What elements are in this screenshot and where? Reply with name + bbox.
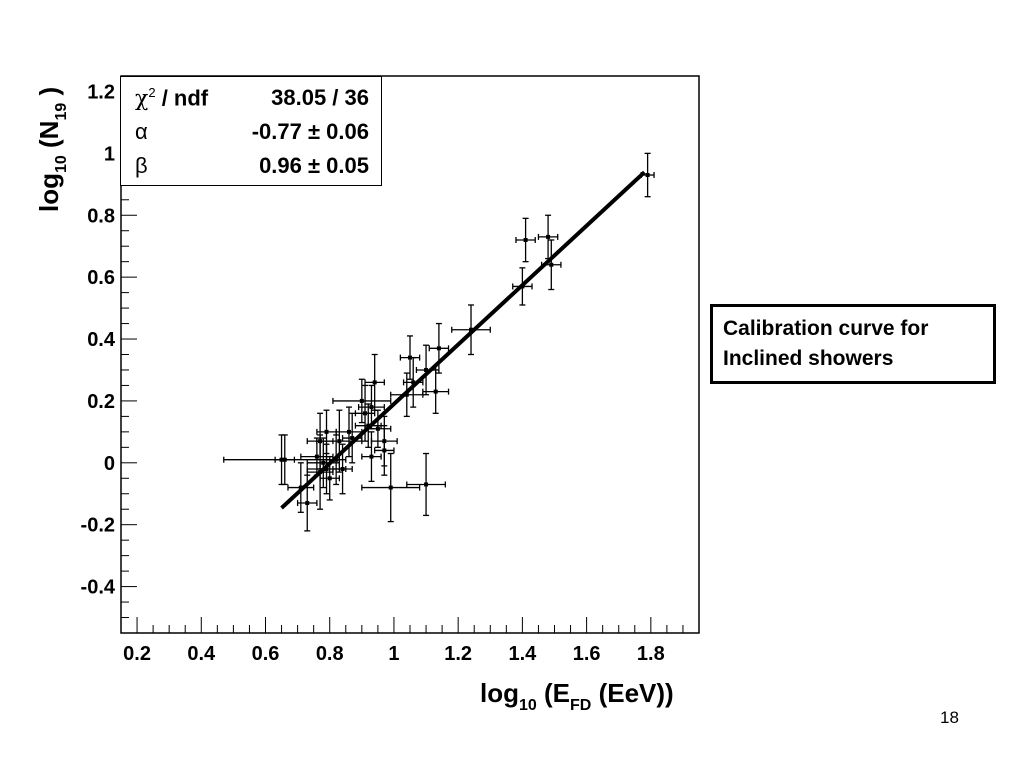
data-point <box>361 452 421 523</box>
point-marker <box>523 238 528 243</box>
y-tick-label: 0 <box>104 453 115 475</box>
point-marker <box>340 466 345 471</box>
point-marker <box>337 439 342 444</box>
data-point <box>274 434 296 486</box>
data-point <box>451 304 491 356</box>
data-point <box>399 335 421 380</box>
data-point <box>406 452 446 517</box>
page-number: 18 <box>940 708 959 727</box>
point-marker <box>469 327 474 332</box>
point-marker <box>549 262 554 267</box>
point-marker <box>321 460 326 465</box>
point-marker <box>359 398 364 403</box>
point-marker <box>369 454 374 459</box>
data-point <box>428 322 450 374</box>
x-axis-label: log10 (EFD (EeV)) <box>480 678 674 714</box>
data-point <box>422 369 450 414</box>
point-marker <box>411 380 416 385</box>
y-tick-label: 0.6 <box>87 267 115 289</box>
point-marker <box>546 234 551 239</box>
point-marker <box>327 476 332 481</box>
y-tick-label: 0.4 <box>87 329 116 351</box>
point-marker <box>645 173 650 178</box>
x-tick-label: 0.4 <box>187 643 216 665</box>
point-marker <box>314 454 319 459</box>
x-tick-label: 0.2 <box>123 643 151 665</box>
y-tick-label: 1 <box>104 143 115 165</box>
y-tick-label: 0.8 <box>87 205 115 227</box>
annotation-line-2: Inclined showers <box>723 347 894 370</box>
fit-param-beta: β <box>135 153 148 178</box>
fit-row-beta: β 0.96 ± 0.05 <box>121 149 381 183</box>
point-marker <box>369 405 374 410</box>
x-tick-label: 1.8 <box>637 643 665 665</box>
point-marker <box>375 426 380 431</box>
data-point <box>402 356 424 408</box>
point-marker <box>324 429 329 434</box>
fit-row-alpha: α -0.77 ± 0.06 <box>121 115 381 149</box>
data-points <box>223 152 655 532</box>
x-tick-label: 1.2 <box>444 643 472 665</box>
fit-stats-box: χ2 / ndf 38.05 / 36 α -0.77 ± 0.06 β 0.9… <box>120 76 382 186</box>
point-marker <box>282 457 287 462</box>
y-tick-label: 0.2 <box>87 391 115 413</box>
point-marker <box>388 485 393 490</box>
point-marker <box>436 346 441 351</box>
x-tick-label: 0.8 <box>316 643 344 665</box>
annotation-line-1: Calibration curve for <box>723 317 929 340</box>
data-point <box>537 214 559 260</box>
point-marker <box>305 501 310 506</box>
fit-value-chi2: 38.05 / 36 <box>271 85 369 110</box>
point-marker <box>346 429 351 434</box>
x-tick-label: 1 <box>388 643 399 665</box>
fit-value-beta: 0.96 ± 0.05 <box>259 153 369 178</box>
data-point <box>364 353 385 411</box>
point-marker <box>350 436 355 441</box>
fit-param-chi2: χ2 / ndf <box>135 85 209 112</box>
point-marker <box>372 380 377 385</box>
point-marker <box>424 482 429 487</box>
data-point <box>332 378 392 424</box>
y-axis-label: log10 (N19 ) <box>34 87 70 212</box>
tick-labels: 0.2 0.4 0.6 0.8 1 1.2 1.4 1.6 1.8 -0.4 -0.2 0 0.2 0.4… <box>81 81 665 665</box>
point-marker <box>382 439 387 444</box>
y-tick-label: 1.2 <box>87 81 115 103</box>
x-tick-label: 0.6 <box>252 643 280 665</box>
annotation-box: Calibration curve for Inclined showers <box>710 304 996 384</box>
fit-line <box>280 170 646 510</box>
y-tick-label: -0.2 <box>81 515 115 537</box>
fit-param-alpha: α <box>135 119 148 144</box>
data-point <box>316 409 337 455</box>
x-tick-label: 1.6 <box>573 643 601 665</box>
data-point <box>515 217 536 263</box>
point-marker <box>424 367 429 372</box>
fit-value-alpha: -0.77 ± 0.06 <box>251 119 369 144</box>
point-marker <box>408 355 412 360</box>
x-tick-label: 1.4 <box>508 643 537 665</box>
point-marker <box>363 411 368 416</box>
data-point <box>370 415 398 467</box>
point-marker <box>433 389 438 394</box>
fit-row-chi2: χ2 / ndf 38.05 / 36 <box>121 81 381 115</box>
data-point <box>361 431 382 483</box>
y-tick-label: -0.4 <box>81 577 116 599</box>
